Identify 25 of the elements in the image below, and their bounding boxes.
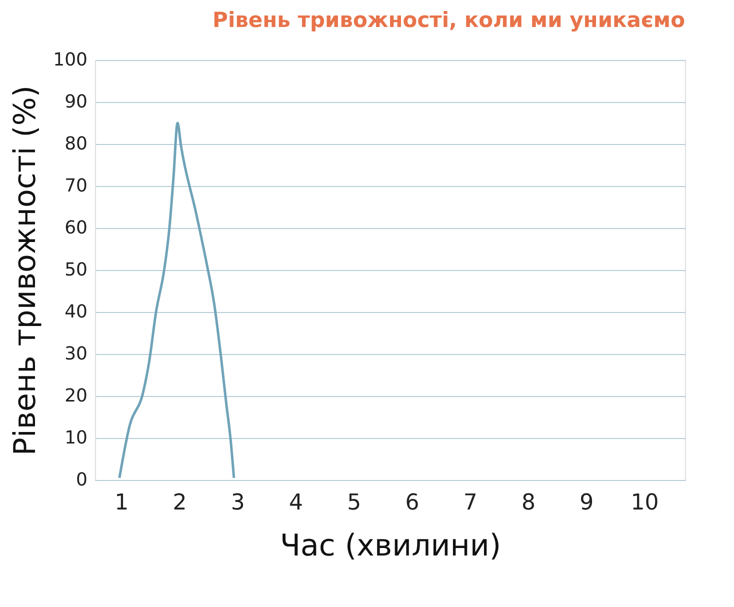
- line-series: [118, 122, 236, 480]
- y-tick-label: 80: [64, 134, 88, 154]
- x-tick-label: 3: [230, 490, 245, 516]
- x-axis-title: Час (хвилини): [280, 528, 502, 564]
- y-tick-label: 30: [64, 344, 88, 364]
- x-tick-label: 1: [114, 490, 129, 516]
- chart-title: Рівень тривожності, коли ми уникаємо: [212, 8, 685, 32]
- y-tick-label: 50: [64, 260, 88, 280]
- x-tick-label: 7: [463, 490, 478, 516]
- y-axis-title: Рівень тривожності (%): [8, 85, 44, 456]
- x-tick-label: 10: [630, 490, 659, 516]
- y-tick-label: 90: [64, 92, 88, 112]
- y-tick-label: 10: [64, 428, 88, 448]
- y-tick-label: 20: [64, 386, 88, 406]
- x-tick-label: 6: [405, 490, 420, 516]
- y-tick-label: 0: [76, 470, 88, 490]
- x-tick-label: 2: [172, 490, 187, 516]
- x-tick-label: 8: [522, 490, 536, 516]
- y-tick-label: 40: [64, 302, 88, 322]
- y-tick-label: 100: [53, 50, 88, 70]
- x-tick-label: 5: [347, 490, 362, 516]
- y-tick-label: 60: [64, 218, 88, 238]
- y-tick-label: 70: [64, 176, 88, 196]
- x-tick-label: 4: [289, 490, 304, 516]
- x-tick-label: 9: [580, 490, 594, 516]
